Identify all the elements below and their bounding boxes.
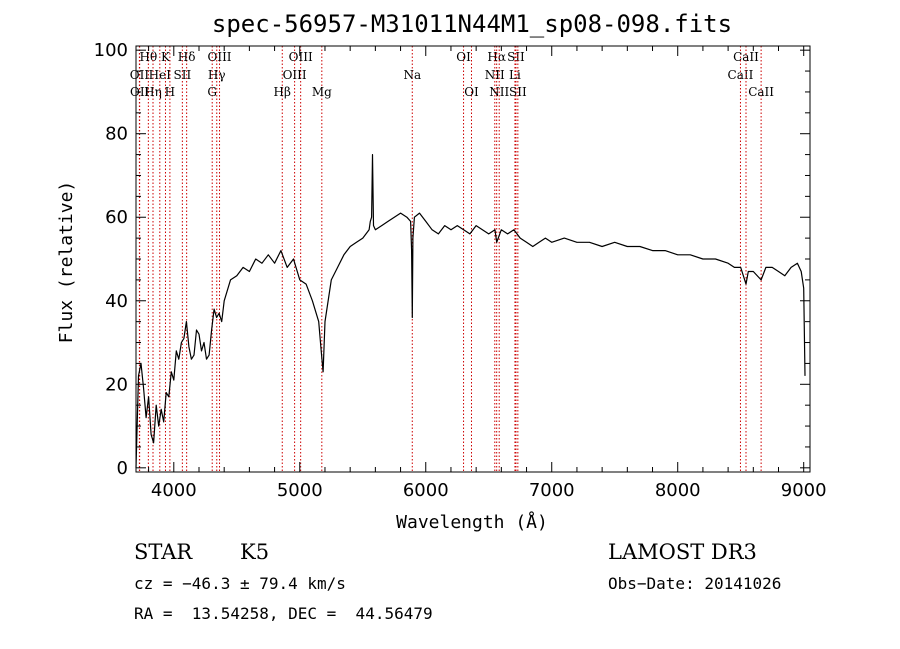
reference-line-label: Mg: [312, 85, 332, 99]
reference-line-label: NII: [489, 85, 509, 99]
reference-line-label: CaII: [748, 85, 774, 99]
plot-axes: 4000 5000 6000 7000 8000 9000 0 20 40 60 80 100: [94, 40, 827, 501]
y-tick-label: 100: [94, 40, 128, 61]
object-subclass: K5: [240, 540, 270, 564]
reference-line-label: SII: [174, 68, 192, 82]
reference-line-label: SII: [507, 50, 525, 64]
spectrum-line: [135, 154, 806, 468]
chart-title: spec-56957-M31011N44M1_sp08-098.fits: [212, 10, 732, 38]
reference-line-label: H: [165, 85, 175, 99]
y-axis-label: Flux (relative): [56, 181, 77, 344]
x-axis-label: Wavelength (Å): [396, 511, 548, 533]
reference-line-label: OIII: [207, 50, 231, 64]
spectrum-series: [135, 154, 806, 468]
reference-line-label: HeI: [149, 68, 172, 82]
reference-line-label: OIII: [283, 68, 307, 82]
reference-line-label: OI: [456, 50, 471, 64]
reference-line-label: Hδ: [178, 50, 196, 64]
x-tick-label: 8000: [655, 480, 701, 501]
reference-line-label: Hγ: [208, 68, 226, 82]
object-class: STAR: [134, 540, 193, 564]
x-tick-label: 5000: [277, 480, 323, 501]
reference-line-label: Hβ: [274, 85, 291, 99]
reference-line-label: OIII: [289, 50, 313, 64]
reference-line-label: K: [161, 50, 171, 64]
reference-line-label: NII: [485, 68, 505, 82]
x-tick-label: 9000: [781, 480, 827, 501]
observation-date: Obs−Date: 20141026: [608, 574, 782, 593]
redshift-cz: cz = −46.3 ± 79.4 km/s: [134, 574, 346, 593]
y-tick-label: 20: [105, 374, 128, 395]
y-tick-label: 60: [105, 207, 128, 228]
reference-line-label: OI: [464, 85, 479, 99]
reference-line-label: Na: [403, 68, 421, 82]
x-tick-label: 4000: [151, 480, 197, 501]
y-tick-label: 80: [105, 124, 128, 145]
reference-line-label: SII: [509, 85, 527, 99]
x-tick-label: 7000: [529, 480, 575, 501]
reference-line-label: Hη: [144, 85, 162, 99]
survey-name: LAMOST DR3: [608, 540, 757, 564]
reference-line-label: CaII: [733, 50, 759, 64]
coordinates: RA = 13.54258, DEC = 44.56479: [134, 604, 433, 623]
reference-line-label: Hα: [487, 50, 506, 64]
x-tick-label: 6000: [403, 480, 449, 501]
y-tick-label: 0: [117, 458, 128, 479]
reference-line-label: G: [207, 85, 217, 99]
reference-line-label: Li: [509, 68, 521, 82]
y-tick-label: 40: [105, 291, 128, 312]
reference-line-label: Hθ: [139, 50, 157, 64]
reference-line-label: CaII: [728, 68, 754, 82]
